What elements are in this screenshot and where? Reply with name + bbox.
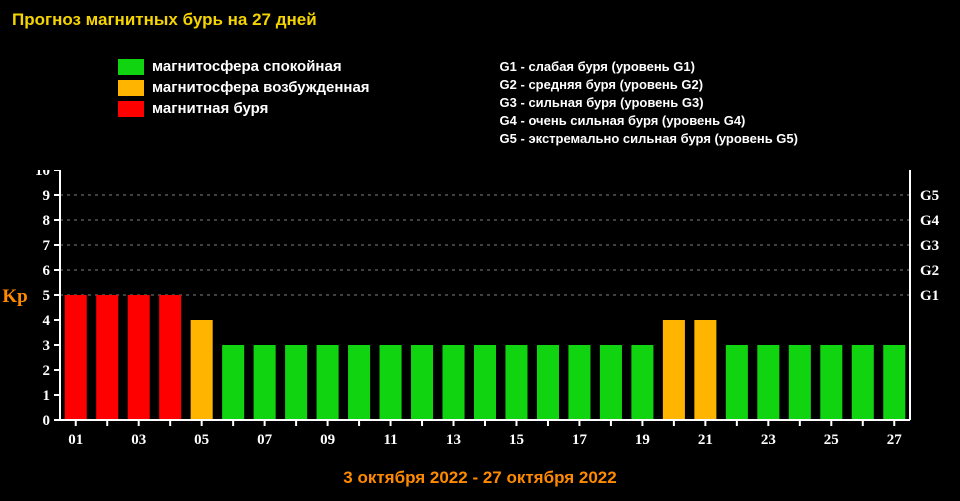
kp-bar [726,345,748,420]
kp-bar [789,345,811,420]
kp-bar [883,345,905,420]
kp-bar [631,345,653,420]
kp-bar [222,345,244,420]
kp-bar [694,320,716,420]
legend-item-excited: магнитосфера возбужденная [118,79,370,96]
x-tick-label: 25 [824,432,839,448]
legend-item-calm: магнитосфера спокойная [118,58,370,75]
kp-bar [820,345,842,420]
y-tick-label: 1 [43,388,51,404]
x-tick-label: 07 [257,432,273,448]
g-scale-row: G2 - средняя буря (уровень G2) [500,76,798,94]
x-tick-label: 09 [320,432,335,448]
kp-bar [348,345,370,420]
kp-bar [285,345,307,420]
y-tick-label: 2 [43,363,51,379]
kp-bar [191,320,213,420]
g-scale-row: G4 - очень сильная буря (уровень G4) [500,112,798,130]
g-line-label: G5 [920,188,939,204]
g-line-label: G2 [920,263,939,279]
kp-chart-svg: G1G2G3G4G5012345678910Kp0103050709111315… [0,170,960,460]
kp-bar [443,345,465,420]
kp-bar [380,345,402,420]
swatch-calm [118,59,144,75]
kp-bar [852,345,874,420]
legend-label: магнитная буря [152,100,268,117]
y-tick-label: 3 [43,338,51,354]
x-tick-label: 23 [761,432,776,448]
kp-bar [317,345,339,420]
g-line-label: G3 [920,238,939,254]
swatch-storm [118,101,144,117]
kp-chart: G1G2G3G4G5012345678910Kp0103050709111315… [0,170,960,460]
y-axis-label: Kp [2,286,27,307]
g-scale-row: G5 - экстремально сильная буря (уровень … [500,130,798,148]
x-tick-label: 13 [446,432,461,448]
legend-item-storm: магнитная буря [118,100,370,117]
x-tick-label: 27 [887,432,903,448]
y-tick-label: 6 [43,263,51,279]
kp-bar [663,320,685,420]
g-scale-row: G1 - слабая буря (уровень G1) [500,58,798,76]
y-tick-label: 9 [43,188,51,204]
y-tick-label: 8 [43,213,51,229]
g-line-label: G1 [920,288,939,304]
x-tick-label: 03 [131,432,146,448]
page-title: Прогноз магнитных бурь на 27 дней [0,0,960,30]
legend: магнитосфера спокойная магнитосфера возб… [118,58,370,148]
x-tick-label: 01 [68,432,83,448]
kp-bar [65,295,87,420]
kp-bar [159,295,181,420]
y-tick-label: 5 [43,288,51,304]
kp-bar [96,295,118,420]
kp-bar [411,345,433,420]
kp-bar [600,345,622,420]
g-line-label: G4 [920,213,940,229]
y-tick-label: 10 [35,170,50,179]
kp-bar [474,345,496,420]
x-tick-label: 11 [383,432,397,448]
header-area: магнитосфера спокойная магнитосфера возб… [118,58,960,148]
x-tick-label: 15 [509,432,524,448]
date-range-label: 3 октября 2022 - 27 октября 2022 [0,468,960,488]
legend-label: магнитосфера возбужденная [152,79,370,96]
kp-bar [128,295,150,420]
kp-bar [254,345,276,420]
kp-bar [505,345,527,420]
g-scale-table: G1 - слабая буря (уровень G1) G2 - средн… [500,58,798,148]
swatch-excited [118,80,144,96]
y-tick-label: 4 [43,313,51,329]
kp-bar [568,345,590,420]
legend-label: магнитосфера спокойная [152,58,342,75]
x-tick-label: 19 [635,432,650,448]
y-tick-label: 7 [43,238,51,254]
x-tick-label: 17 [572,432,588,448]
x-tick-label: 05 [194,432,209,448]
g-scale-row: G3 - сильная буря (уровень G3) [500,94,798,112]
kp-bar [537,345,559,420]
x-tick-label: 21 [698,432,713,448]
y-tick-label: 0 [43,413,51,429]
kp-bar [757,345,779,420]
